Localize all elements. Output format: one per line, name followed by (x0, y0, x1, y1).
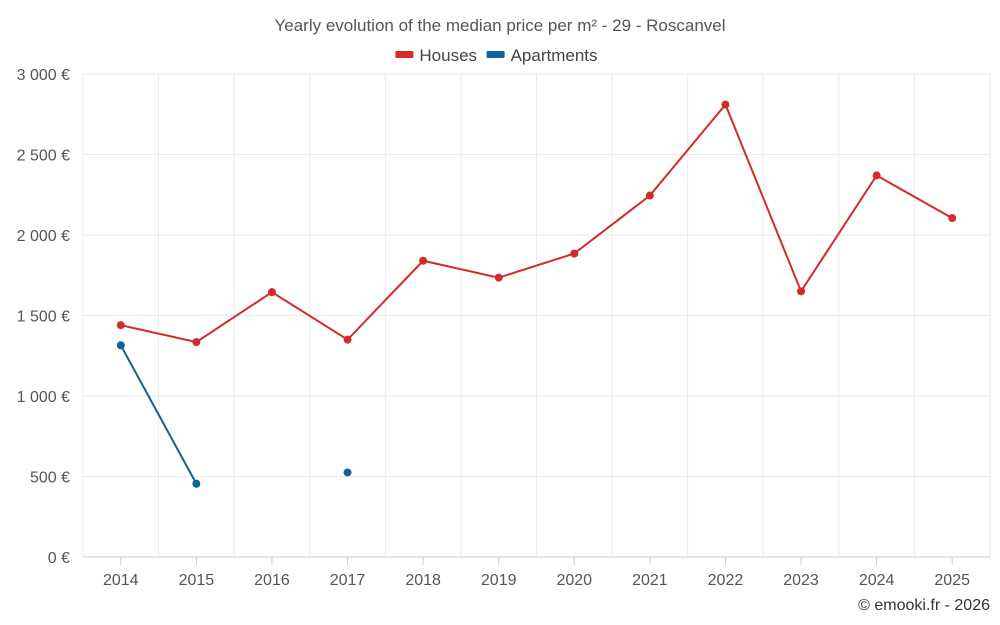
legend-swatch (486, 51, 505, 58)
x-tick-label: 2024 (859, 572, 895, 589)
y-tick-label: 2 500 € (17, 148, 70, 165)
data-point-houses[interactable] (797, 287, 806, 296)
data-point-houses[interactable] (419, 256, 428, 265)
legend-swatch (395, 51, 414, 58)
x-tick-label: 2017 (330, 572, 366, 589)
x-tick-label: 2025 (934, 572, 970, 589)
data-point-houses[interactable] (570, 249, 579, 258)
y-tick-label: 1 500 € (17, 309, 70, 326)
y-tick-label: 1 000 € (17, 389, 70, 406)
series-group (116, 100, 957, 488)
data-point-apartments[interactable] (192, 479, 201, 488)
legend-label: Apartments (511, 46, 598, 65)
chart-title: Yearly evolution of the median price per… (274, 16, 725, 35)
x-tick-label: 2020 (556, 572, 592, 589)
credit-text: © emooki.fr - 2026 (858, 597, 990, 614)
data-point-houses[interactable] (116, 321, 125, 330)
legend: Houses Apartments (395, 46, 598, 65)
x-tick-label: 2023 (783, 572, 819, 589)
legend-item-houses[interactable]: Houses (395, 46, 477, 65)
x-tick-label: 2022 (708, 572, 744, 589)
data-point-apartments[interactable] (116, 341, 125, 350)
series-line-houses (120, 102, 953, 344)
y-tick-label: 0 € (48, 550, 70, 567)
legend-label: Houses (419, 46, 477, 65)
data-point-houses[interactable] (343, 335, 352, 344)
x-tick-label: 2015 (179, 572, 215, 589)
x-tick-label: 2014 (103, 572, 139, 589)
data-point-houses[interactable] (948, 214, 957, 223)
x-tick-label: 2018 (405, 572, 441, 589)
data-point-houses[interactable] (645, 191, 654, 200)
y-tick-label: 500 € (30, 470, 70, 487)
y-tick-label: 3 000 € (17, 67, 70, 84)
x-tick-label: 2021 (632, 572, 668, 589)
x-tick-label: 2016 (254, 572, 290, 589)
legend-item-apartments[interactable]: Apartments (486, 46, 598, 65)
data-point-houses[interactable] (192, 338, 201, 347)
data-point-houses[interactable] (267, 288, 276, 297)
grid (82, 73, 991, 557)
data-point-houses[interactable] (721, 100, 730, 109)
x-tick-label: 2019 (481, 572, 517, 589)
data-point-houses[interactable] (872, 171, 881, 180)
axes: 0 € 500 € 1 000 € 1 500 € 2 000 € 2 500 € 3 00… (17, 67, 990, 589)
y-tick-label: 2 000 € (17, 228, 70, 245)
data-point-apartments[interactable] (343, 468, 352, 477)
data-point-houses[interactable] (494, 273, 503, 282)
